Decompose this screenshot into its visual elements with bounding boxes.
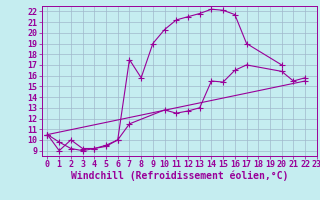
X-axis label: Windchill (Refroidissement éolien,°C): Windchill (Refroidissement éolien,°C) <box>70 171 288 181</box>
